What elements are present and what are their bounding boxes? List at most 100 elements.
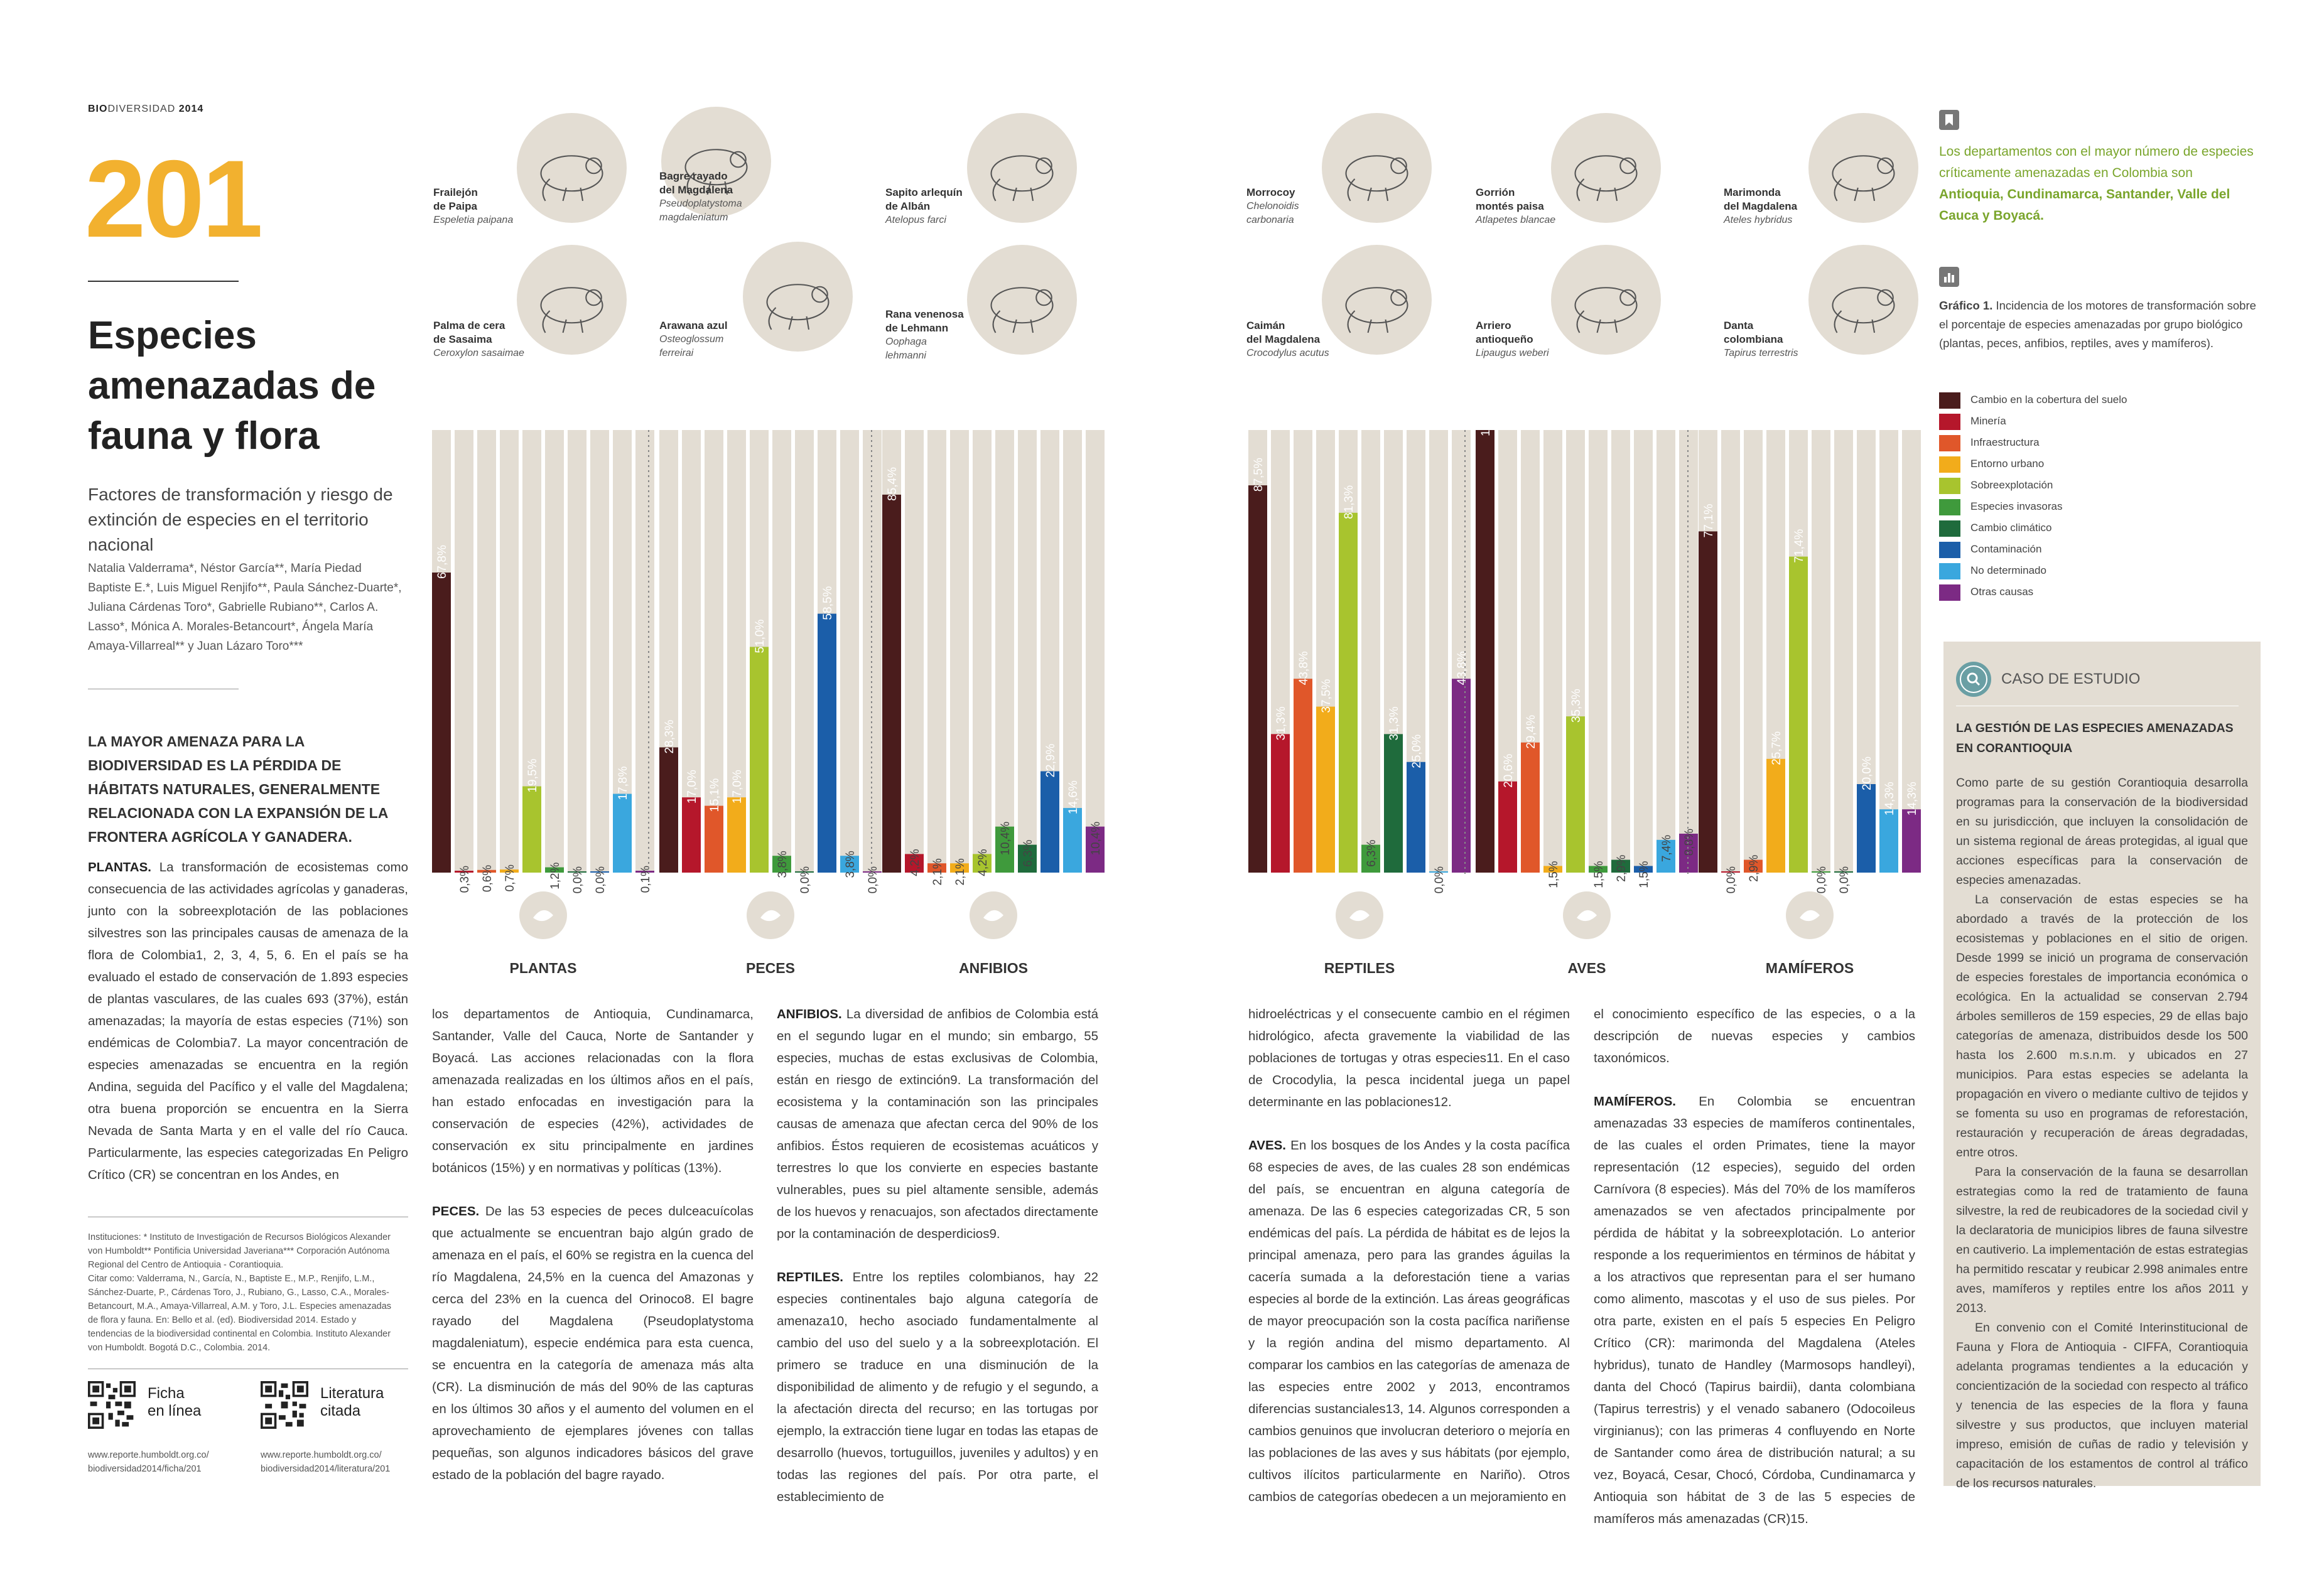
search-icon: [1956, 662, 1991, 697]
legend-label: Entorno urbano: [1970, 458, 2045, 470]
bar-label: 0,3%: [458, 866, 472, 893]
species-common-name: de Albán: [885, 200, 931, 212]
bar-label: 22,9%: [1044, 744, 1057, 778]
bar-label: 1,2%: [549, 862, 562, 889]
bar: [1452, 679, 1471, 873]
chart-group-3: 87,5% 31,3% 43,8% 37,5% 81,3% 6,3% 31,3% 25,0% 0…: [1248, 430, 1471, 976]
legend-item: Contaminación: [1939, 539, 2127, 560]
species-label: Rana venenosa de Lehmann Oophaga lehmanni: [885, 308, 1011, 363]
url-literatura[interactable]: www.reporte.humboldt.org.co/biodiversida…: [261, 1450, 391, 1474]
bar: [1384, 734, 1403, 873]
bar-label: 17,0%: [731, 770, 744, 804]
species-common-name: Sapito arlequín: [885, 186, 963, 198]
bar: [1744, 859, 1763, 873]
bar-label: 17,0%: [686, 770, 699, 804]
qr-block-ficha[interactable]: [88, 1381, 136, 1432]
graph-caption: Gráfico 1. Incidencia de los motores de …: [1939, 299, 2256, 350]
bookmark-icon: [1939, 110, 1959, 130]
bar-label: 2,9%: [1615, 854, 1628, 881]
species-label: Bagre rayado del Magdalena Pseudoplatystom…: [659, 170, 785, 225]
bar: [455, 871, 473, 873]
bar: [545, 867, 564, 873]
species-scientific-name: Atlapetes blancae: [1476, 215, 1556, 225]
bar: [1766, 758, 1785, 873]
group-icon-glyph: [1349, 910, 1370, 922]
species-common-name: del Magdalena: [659, 184, 733, 196]
bar-label: 1,5%: [1592, 861, 1606, 888]
bar: [477, 869, 496, 873]
bar: [1521, 742, 1540, 873]
bar-track: [1812, 430, 1830, 873]
bar-label: 29,4%: [1525, 715, 1538, 749]
group-icon-glyph: [760, 910, 781, 922]
group-label: PLANTAS: [510, 960, 577, 976]
bar-label: 0,0%: [594, 866, 607, 893]
bar: [1657, 839, 1675, 873]
bar-track: [1063, 430, 1082, 873]
bar-label: 0,0%: [1725, 866, 1738, 893]
species-scientific-name: Pseudoplatystoma: [659, 198, 742, 209]
bar-chart-icon: [1939, 267, 1959, 287]
species-illustration: [1808, 245, 1918, 355]
bar-track: [905, 430, 924, 873]
bar-label: 2,1%: [954, 858, 967, 885]
qr-label-ficha: Ficha en línea: [148, 1385, 202, 1419]
species-common-name: Caimán: [1246, 320, 1285, 331]
legend-item: Cambio en la cobertura del suelo: [1939, 389, 2127, 411]
species-scientific-name: Ateles hybridus: [1724, 215, 1793, 225]
qr-block-literatura[interactable]: [261, 1381, 308, 1432]
group-label: MAMÍFEROS: [1766, 959, 1854, 976]
bar: [727, 797, 746, 873]
bar-label: 25,7%: [1770, 731, 1783, 765]
species-common-name: de Paipa: [433, 200, 477, 212]
bar: [795, 871, 814, 873]
species-label: Palma de cera de Sasaima Ceroxylon sasaima…: [433, 319, 559, 360]
bar: [1361, 844, 1380, 873]
bar-label: 0,0%: [1838, 866, 1851, 893]
bar-track: [950, 430, 969, 873]
species-illustration: [661, 107, 771, 217]
species-label: Arriero antioqueño Lipaugus weberi: [1476, 319, 1601, 360]
bar-label: 37,5%: [1320, 679, 1333, 713]
body-column-1: PLANTAS. La transformación de ecosistema…: [88, 860, 409, 1182]
url-ficha[interactable]: www.reporte.humboldt.org.co/biodiversida…: [88, 1450, 209, 1474]
bar-label: 51,0%: [754, 619, 767, 653]
bar-track: [1018, 430, 1037, 873]
bar: [1040, 771, 1059, 873]
bar-track: [927, 430, 946, 873]
case-study-label: CASO DE ESTUDIO: [2001, 670, 2141, 687]
species-illustration: [517, 113, 627, 223]
species-scientific-name: Tapirus terrestris: [1724, 348, 1798, 358]
species-illustration: [967, 113, 1077, 223]
bar: [818, 613, 836, 873]
bar-track: [1657, 430, 1675, 873]
bar: [1589, 866, 1608, 873]
species-common-name: de Sasaima: [433, 333, 492, 345]
bar-label: 15,1%: [708, 778, 722, 812]
body-column-5: el conocimiento específico de las especi…: [1594, 1007, 1915, 1526]
bar: [750, 647, 769, 873]
species-label: Gorrión montés paisa Atlapetes blancae: [1476, 186, 1601, 227]
bar-track: [1744, 430, 1763, 873]
group-icon-glyph: [1800, 910, 1820, 922]
species-common-name: Arawana azul: [659, 320, 728, 331]
bar-label: 3,8%: [776, 851, 789, 878]
chart-group-0: 67,8% 0,3% 0,6% 0,7% 19,5% 1,2% 0,0% 0,0% 17,8% 0…: [432, 430, 654, 976]
species-illustration: [1551, 245, 1661, 355]
species-scientific-name: Ceroxylon sasaimae: [433, 348, 524, 358]
species-scientific-name: Chelonoidis: [1246, 201, 1299, 212]
legend-item: Especies invasoras: [1939, 496, 2127, 517]
legend-label: Minería: [1970, 415, 2006, 427]
bar-label: 0,6%: [481, 865, 494, 892]
bar: [1812, 871, 1830, 873]
bar-label: 10,4%: [999, 822, 1012, 856]
bar-label: 0,0%: [867, 866, 880, 893]
species-illustration: [743, 242, 853, 352]
legend-item: Otras causas: [1939, 581, 2127, 603]
bar: [1248, 485, 1267, 873]
chart-group-5: 77,1% 0,0% 2,9% 25,7% 71,4% 0,0% 0,0% 20,0% 14,3…: [1699, 430, 1921, 976]
bar-label: 20,0%: [1861, 756, 1874, 790]
legend-label: Contaminación: [1970, 543, 2042, 555]
group-icon-glyph: [983, 910, 1003, 922]
species-scientific-name: Lipaugus weberi: [1476, 348, 1549, 358]
